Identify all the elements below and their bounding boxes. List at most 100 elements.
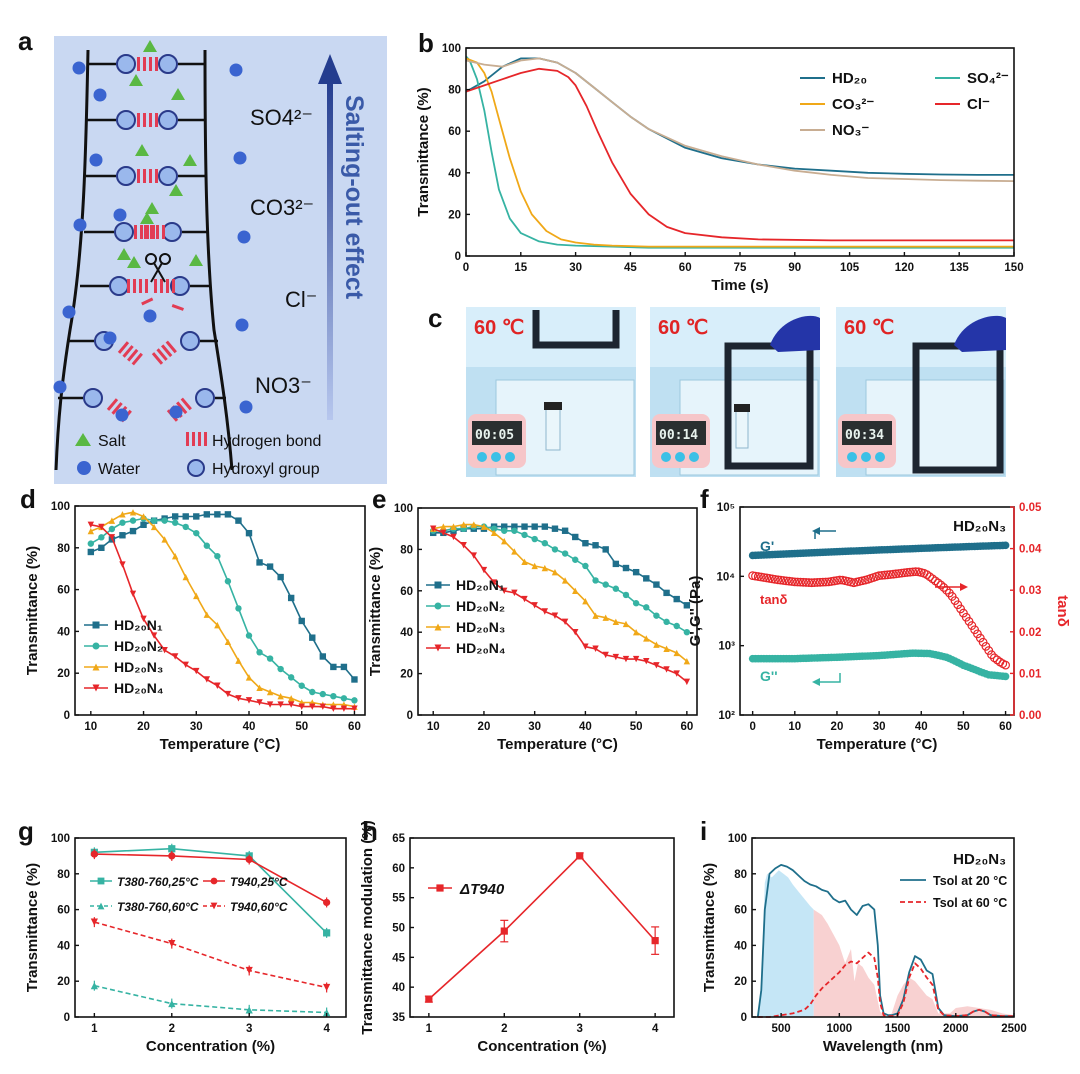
data-point [245, 855, 253, 864]
arrow-left-icon [812, 527, 820, 535]
hbond-bar [172, 279, 175, 293]
hbond-bar [155, 169, 158, 183]
data-point [150, 517, 158, 524]
data-point [908, 567, 918, 577]
y-axis-label: Transmittance (%) [701, 863, 718, 992]
x-axis-label: Concentration (%) [146, 1038, 275, 1055]
data-point [897, 568, 906, 578]
y-tick-label: 65 [392, 833, 405, 845]
data-point [87, 527, 95, 535]
data-point [351, 676, 358, 683]
y-tick-label: 80 [734, 869, 747, 881]
data-point [287, 695, 295, 702]
y-tick-label: 80 [448, 85, 461, 97]
data-point [214, 511, 221, 518]
hbond-bar [137, 113, 140, 127]
data-point [224, 638, 232, 646]
data-point [266, 563, 274, 570]
chart-title: HD₂₀N₃ [953, 518, 1006, 535]
data-point [561, 577, 569, 584]
data-point [182, 573, 189, 581]
legend-entry: T380-760,25°C [117, 875, 199, 889]
data-point [784, 576, 794, 586]
data-point [168, 852, 176, 860]
data-point [572, 533, 579, 541]
data-point [936, 580, 946, 590]
panel-label: e [372, 484, 386, 514]
data-point [511, 589, 518, 597]
data-point [501, 527, 508, 534]
data-point [450, 523, 457, 530]
glove-hand [770, 315, 820, 352]
visible-spectrum-area [757, 870, 814, 1017]
y2-tick-label: 0.02 [1019, 627, 1041, 639]
y-tick-label: 0 [64, 710, 70, 722]
arrow-left-icon [815, 673, 841, 683]
legend-marker [434, 623, 442, 631]
data-point [551, 612, 559, 619]
water-molecule [72, 61, 86, 75]
data-point [653, 581, 660, 588]
data-point [266, 688, 274, 696]
y-tick-label: 40 [734, 940, 747, 952]
data-point [922, 570, 932, 579]
glove-hand [954, 315, 1006, 352]
hydrogen-bond [151, 340, 177, 365]
x-tick-label: 2000 [943, 1023, 969, 1035]
data-point [683, 629, 691, 636]
data-point [108, 525, 116, 533]
hydroxyl-group [83, 388, 103, 408]
data-point [928, 574, 937, 584]
data-point [576, 852, 584, 860]
data-point [460, 542, 467, 549]
chart-d: d 10 20 30 40 50 60 0 20 40 60 80 100 Temperature (°C… [20, 484, 366, 753]
legend-marker [97, 877, 105, 885]
hydroxyl-group [170, 276, 190, 296]
data-point [521, 558, 528, 566]
data-point [470, 521, 477, 528]
data-point [182, 513, 189, 520]
data-point [129, 527, 137, 535]
data-point [140, 513, 147, 520]
photo-sky [466, 307, 636, 367]
legend-entry: T380-760,60°C [117, 900, 199, 914]
data-point [877, 570, 887, 580]
x-tick-label: 3 [577, 1023, 583, 1035]
data-point [663, 645, 670, 652]
legend-entry: HD₂₀N₂ [114, 638, 163, 654]
data-point [643, 575, 650, 582]
legend-salt: Salt [98, 433, 126, 450]
data-point [651, 937, 659, 945]
y-tick-label: 20 [734, 976, 747, 988]
data-point [287, 701, 295, 708]
hbond-bar [139, 279, 142, 293]
data-point [643, 635, 650, 642]
plot-frame [409, 837, 675, 1018]
data-point [277, 701, 284, 708]
salt-ion [183, 154, 197, 166]
data-point [171, 653, 179, 660]
legend-water: Water [98, 461, 141, 478]
hydrogel-frame [532, 310, 620, 349]
series-line [465, 57, 1015, 182]
data-point [168, 845, 176, 853]
data-point [235, 695, 242, 702]
data-point [511, 527, 518, 534]
series-line [90, 513, 356, 681]
data-point [810, 578, 819, 587]
data-point [501, 523, 508, 530]
y-tick-label: 10³ [718, 641, 735, 653]
y-tick-label: 20 [57, 976, 70, 988]
series-line [433, 525, 688, 606]
data-point [193, 592, 200, 600]
data-point [541, 564, 549, 572]
hydrogen-bond [154, 279, 175, 293]
y-tick-label: 40 [57, 940, 70, 952]
x-tick-label: 75 [734, 262, 747, 274]
data-point [582, 643, 589, 650]
data-point [1001, 541, 1010, 550]
data-point [653, 612, 660, 619]
data-point [168, 940, 176, 948]
data-point [612, 585, 620, 592]
data-point [330, 663, 337, 671]
